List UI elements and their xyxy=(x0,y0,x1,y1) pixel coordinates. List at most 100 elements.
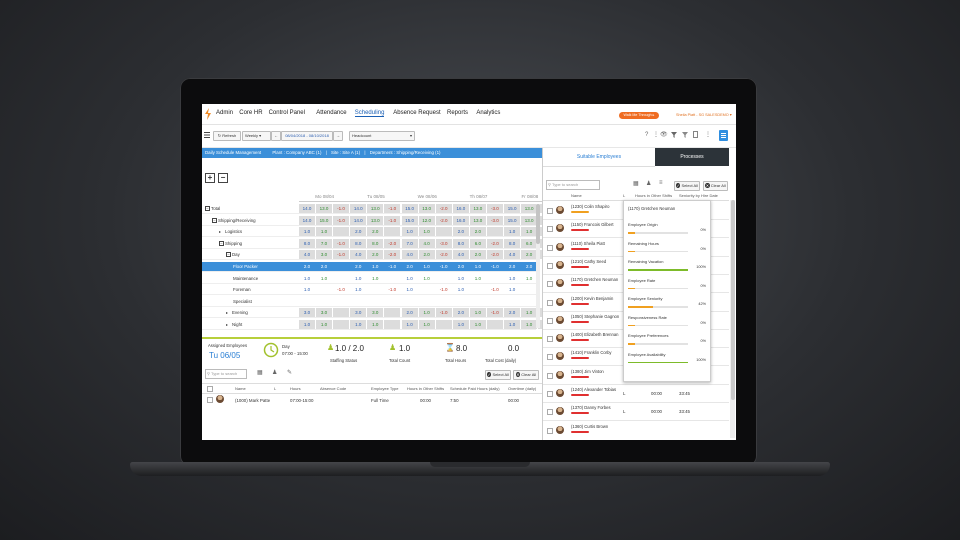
grid-cell[interactable]: 3.0 xyxy=(350,308,367,318)
grid-cell[interactable]: 2.0 xyxy=(509,264,516,269)
row-checkbox[interactable] xyxy=(547,208,553,214)
grid-cell[interactable]: -2.0 xyxy=(486,238,503,248)
grid-cell[interactable]: 2.0 xyxy=(320,264,328,269)
grid-cell[interactable]: 13.0 xyxy=(316,204,332,213)
grid-cell[interactable] xyxy=(486,227,503,237)
add-user-icon[interactable]: ♟ xyxy=(272,370,278,376)
grid-cell[interactable]: 1.0 xyxy=(504,320,521,329)
grid-cell[interactable]: 1.0 xyxy=(521,227,538,237)
grid-cell[interactable]: 2.0 xyxy=(469,250,486,260)
grid-cell[interactable]: 2.0 xyxy=(367,250,384,260)
grid-cell[interactable]: 13.0 xyxy=(367,204,384,213)
assigned-column-header[interactable]: Employee Type xyxy=(371,386,399,391)
grid-cell[interactable]: -3.0 xyxy=(435,238,452,248)
grid-cell[interactable]: -2 xyxy=(538,204,542,213)
grid-cell[interactable]: 1.0 xyxy=(457,287,465,293)
grid-cell[interactable] xyxy=(436,274,452,283)
grid-cell[interactable]: 1.0 xyxy=(406,287,413,293)
grid-cell[interactable] xyxy=(470,297,486,306)
grid-cell[interactable] xyxy=(487,274,503,283)
grid-cell[interactable]: 1.0 xyxy=(401,320,418,329)
grid-cell[interactable]: 1.0 xyxy=(372,275,379,281)
grid-row[interactable]: Foreman 1.0 -1.0 1.0 -1.0 1.0 -1.0 1.0 -1.0 1.0 xyxy=(202,285,536,296)
grid-cell[interactable]: -1.0 xyxy=(384,215,401,225)
grid-cell[interactable]: 13.0 xyxy=(521,215,538,225)
assigned-column-header[interactable]: Absence Code xyxy=(320,386,347,391)
grid-cell[interactable]: 1.0 xyxy=(303,287,311,293)
grid-cell[interactable] xyxy=(504,297,520,306)
grid-cell[interactable]: 8.0 xyxy=(350,238,367,248)
day-header[interactable]: Th 08/07 xyxy=(452,192,505,202)
grid-cell[interactable]: 1.0 xyxy=(474,275,482,281)
collapse-icon[interactable]: − xyxy=(205,206,210,211)
day-header[interactable]: Mo 08/04 xyxy=(299,192,351,202)
grid-cell[interactable]: 2.0 xyxy=(452,227,469,237)
grid-cell[interactable]: 1.0 xyxy=(509,287,516,293)
grid-cell[interactable] xyxy=(436,297,452,306)
grid-cell[interactable] xyxy=(367,285,383,294)
grid-cell[interactable]: 2.0 xyxy=(452,308,469,318)
grid-cell[interactable]: -2.0 xyxy=(384,238,401,248)
row-checkbox[interactable] xyxy=(547,354,553,361)
grid-cell[interactable]: 3.0 xyxy=(316,308,332,318)
nav-item-analytics[interactable]: Analytics xyxy=(476,110,501,116)
row-checkbox[interactable] xyxy=(547,226,553,233)
grid-cell[interactable]: 1.0 xyxy=(355,287,362,293)
suitable-clear-all-button[interactable]: ✕ Clear All xyxy=(703,181,728,191)
grid-cell[interactable]: 15.0 xyxy=(504,204,521,213)
menu-icon[interactable] xyxy=(204,132,210,138)
filter-settings-icon[interactable] xyxy=(682,132,688,140)
grid-cell[interactable]: 7.0 xyxy=(316,238,332,248)
grid-cell[interactable]: 15.0 xyxy=(504,215,521,225)
grid-cell[interactable]: 13.0 xyxy=(418,204,435,213)
grid-cell[interactable]: 1.0 xyxy=(418,308,435,318)
more-icon[interactable]: ⋮ xyxy=(705,132,711,138)
nav-item-control-panel[interactable]: Control Panel xyxy=(268,110,305,116)
expand-all-button[interactable]: + xyxy=(205,173,215,183)
columns-icon[interactable]: ▦ xyxy=(257,370,263,376)
grid-cell[interactable] xyxy=(538,250,542,260)
grid-cell[interactable]: -1.0 xyxy=(439,264,448,269)
grid-cell[interactable] xyxy=(367,297,383,306)
list-item[interactable]: (1370) Danny Forbes L 00:00 33:45 xyxy=(543,402,729,422)
expand-icon[interactable]: ▸ xyxy=(219,229,222,235)
row-checkbox[interactable] xyxy=(547,281,553,288)
grid-cell[interactable]: 14.0 xyxy=(350,215,367,225)
refresh-button[interactable]: ↻ Refresh xyxy=(213,131,241,141)
assigned-column-header[interactable]: Hours xyxy=(290,386,301,391)
document-icon[interactable] xyxy=(693,131,698,140)
grid-cell[interactable] xyxy=(470,285,486,294)
grid-cell[interactable]: 1.0 xyxy=(406,275,413,281)
row-checkbox[interactable] xyxy=(547,299,553,306)
assigned-select-all-button[interactable]: ✓ Select All xyxy=(485,370,511,380)
day-header[interactable]: We 08/06 xyxy=(401,192,453,202)
grid-cell[interactable]: -1.0 xyxy=(337,287,345,293)
grid-cell[interactable]: -1.0 xyxy=(491,287,499,293)
grid-cell[interactable]: 2.0 xyxy=(350,227,367,237)
assigned-column-header[interactable]: L xyxy=(274,386,277,391)
grid-cell[interactable]: 15.0 xyxy=(401,204,418,213)
grid-cell[interactable]: 1.0 xyxy=(355,275,362,281)
grid-cell[interactable]: -1.0 xyxy=(439,287,448,293)
grid-cell[interactable] xyxy=(384,297,400,306)
nav-item-absence-request[interactable]: Absence Request xyxy=(393,110,441,116)
suitable-column-header[interactable]: L xyxy=(623,193,626,198)
grid-cell[interactable] xyxy=(453,297,469,306)
tab-processes[interactable]: Processes xyxy=(655,148,729,166)
grid-cell[interactable]: -1.0 xyxy=(388,264,397,269)
grid-cell[interactable] xyxy=(402,297,418,306)
grid-cell[interactable]: 2.0 xyxy=(504,308,521,318)
grid-cell[interactable]: 8.0 xyxy=(452,238,469,248)
grid-cell[interactable]: 2.0 xyxy=(521,250,538,260)
row-checkbox[interactable] xyxy=(547,409,553,416)
grid-cell[interactable]: 1.0 xyxy=(316,227,332,237)
grid-cell[interactable] xyxy=(333,274,349,283)
grid-cell[interactable] xyxy=(538,308,542,318)
grid-row[interactable]: − Day 4.0 3.0 -1.0 4.0 2.0 -2.0 4.0 2.0 -2.0 4.0 2.0… xyxy=(202,250,542,261)
grid-cell[interactable]: 8.0 xyxy=(299,238,315,248)
grid-cell[interactable]: 1.0 xyxy=(521,308,538,318)
assigned-search-input[interactable]: ⚲ Type to search xyxy=(205,369,247,379)
grid-cell[interactable]: 1.0 xyxy=(521,320,538,329)
nav-item-reports[interactable]: Reports xyxy=(447,110,469,116)
grid-cell[interactable]: 16.0 xyxy=(452,215,469,225)
